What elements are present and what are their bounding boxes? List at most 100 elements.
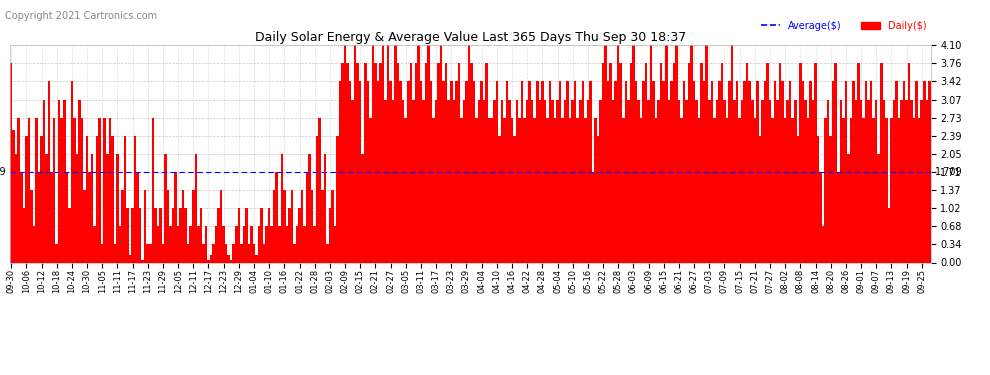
Bar xyxy=(627,100,630,262)
Bar xyxy=(716,100,718,262)
Bar xyxy=(101,244,104,262)
Bar xyxy=(625,81,627,262)
Bar xyxy=(291,190,293,262)
Bar xyxy=(248,244,250,262)
Bar xyxy=(301,190,303,262)
Bar xyxy=(169,226,172,262)
Bar xyxy=(840,100,842,262)
Bar xyxy=(706,45,708,262)
Bar xyxy=(763,81,766,262)
Bar xyxy=(751,100,753,262)
Bar xyxy=(121,190,124,262)
Bar xyxy=(280,154,283,262)
Bar xyxy=(802,81,804,262)
Bar xyxy=(700,63,703,262)
Bar xyxy=(68,209,70,262)
Bar xyxy=(389,81,392,262)
Bar xyxy=(438,63,440,262)
Bar xyxy=(743,81,745,262)
Bar xyxy=(329,209,331,262)
Bar xyxy=(657,100,660,262)
Bar xyxy=(257,226,260,262)
Bar xyxy=(200,209,202,262)
Bar xyxy=(882,100,885,262)
Bar xyxy=(306,172,308,262)
Bar xyxy=(667,100,670,262)
Title: Daily Solar Energy & Average Value Last 365 Days Thu Sep 30 18:37: Daily Solar Energy & Average Value Last … xyxy=(254,31,686,44)
Bar xyxy=(579,100,581,262)
Bar xyxy=(741,100,743,262)
Bar xyxy=(149,244,151,262)
Bar xyxy=(576,118,579,262)
Bar xyxy=(695,100,698,262)
Bar xyxy=(159,209,161,262)
Bar xyxy=(43,100,46,262)
Bar xyxy=(506,81,508,262)
Bar xyxy=(558,81,561,262)
Bar xyxy=(475,118,478,262)
Bar xyxy=(693,81,695,262)
Bar xyxy=(908,63,911,262)
Bar xyxy=(83,190,86,262)
Bar xyxy=(460,118,462,262)
Bar xyxy=(445,63,447,262)
Bar xyxy=(243,226,246,262)
Bar xyxy=(238,209,240,262)
Bar xyxy=(202,244,205,262)
Bar xyxy=(397,63,399,262)
Bar xyxy=(862,118,865,262)
Bar xyxy=(98,118,101,262)
Bar xyxy=(430,81,433,262)
Bar xyxy=(359,81,361,262)
Bar xyxy=(893,100,895,262)
Bar xyxy=(569,118,571,262)
Bar xyxy=(809,81,812,262)
Bar xyxy=(10,63,13,262)
Bar xyxy=(212,244,215,262)
Bar xyxy=(78,100,81,262)
Bar xyxy=(852,81,854,262)
Bar xyxy=(822,226,825,262)
Bar xyxy=(589,81,592,262)
Bar xyxy=(240,244,243,262)
Bar xyxy=(794,100,797,262)
Bar xyxy=(41,136,43,262)
Bar xyxy=(218,209,220,262)
Bar xyxy=(854,100,857,262)
Bar xyxy=(766,63,768,262)
Bar xyxy=(376,81,379,262)
Bar xyxy=(698,118,700,262)
Bar xyxy=(867,100,870,262)
Bar xyxy=(753,118,756,262)
Bar xyxy=(488,118,490,262)
Bar xyxy=(382,45,384,262)
Bar xyxy=(745,63,748,262)
Bar xyxy=(255,255,257,262)
Bar xyxy=(849,118,852,262)
Bar xyxy=(490,118,493,262)
Bar xyxy=(574,81,576,262)
Bar xyxy=(612,100,615,262)
Bar xyxy=(844,81,847,262)
Text: 1.709: 1.709 xyxy=(935,167,962,177)
Bar xyxy=(587,100,589,262)
Bar xyxy=(726,118,729,262)
Bar xyxy=(233,244,235,262)
Bar xyxy=(321,190,324,262)
Bar xyxy=(566,81,569,262)
Bar xyxy=(23,209,25,262)
Bar xyxy=(503,118,506,262)
Bar xyxy=(73,118,75,262)
Bar xyxy=(478,100,480,262)
Bar xyxy=(119,226,121,262)
Bar xyxy=(918,118,921,262)
Bar xyxy=(812,100,814,262)
Bar xyxy=(285,226,288,262)
Bar xyxy=(926,100,928,262)
Bar xyxy=(366,81,369,262)
Bar xyxy=(832,81,835,262)
Legend: Average($), Daily($): Average($), Daily($) xyxy=(756,17,931,34)
Bar xyxy=(172,209,174,262)
Bar xyxy=(452,100,455,262)
Bar xyxy=(177,226,179,262)
